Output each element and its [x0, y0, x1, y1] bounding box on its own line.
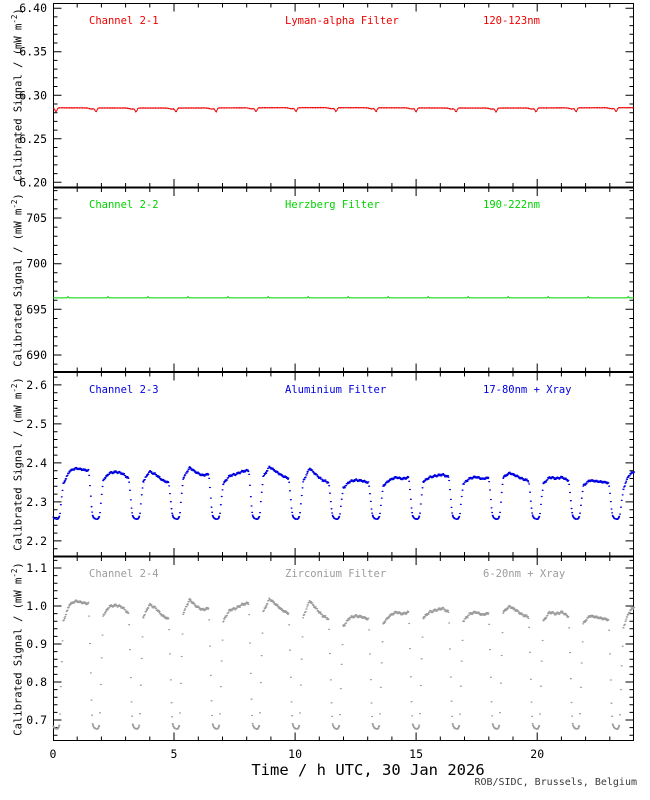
panel4-filter-label: Zirconium Filter: [285, 568, 387, 580]
panel1-frame: [53, 3, 634, 188]
channel-2-4-series: [52, 597, 636, 730]
y-tick-label: 705: [26, 211, 47, 225]
panel4-y-axis-title: Calibrated Signal / (mW m-2): [9, 562, 25, 736]
y-tick-label: 2.2: [26, 534, 47, 548]
x-tick-label: 15: [409, 747, 423, 761]
x-tick-label: 0: [50, 747, 57, 761]
y-tick-label: 2.6: [26, 378, 47, 392]
y-tick-label: 700: [26, 257, 47, 271]
panel3-filter-label: Aluminium Filter: [285, 384, 387, 396]
panel4-ticks: [53, 557, 634, 741]
x-tick-label: 20: [530, 747, 544, 761]
panel1-y-axis-title: Calibrated Signal / (mW m-2): [9, 8, 25, 182]
panel1-band-label: 120-123nm: [483, 15, 540, 27]
panel3-frame: [53, 372, 634, 557]
panel4-band-label: 6-20nm + Xray: [483, 568, 566, 580]
panel1-filter-label: Lyman-alpha Filter: [285, 15, 399, 27]
y-tick-label: 1.1: [26, 561, 47, 575]
credit-text: ROB/SIDC, Brussels, Belgium: [474, 777, 637, 788]
y-tick-label: 6.20: [19, 175, 47, 189]
y-tick-label: 0.7: [26, 713, 47, 727]
y-tick-label: 6.35: [19, 45, 47, 59]
panel2-frame: [53, 187, 634, 372]
panel2-y-axis-title: Calibrated Signal / (mW m-2): [9, 193, 25, 367]
panel3-ticks: [53, 372, 634, 556]
x-tick-label: 5: [171, 747, 178, 761]
panel1-ticks: [53, 3, 634, 187]
x-tick-label: 10: [288, 747, 302, 761]
channel-2-1-series: [52, 106, 634, 114]
y-tick-label: 2.3: [26, 495, 47, 509]
y-tick-label: 6.25: [19, 132, 47, 146]
y-tick-label: 0.9: [26, 637, 47, 651]
y-tick-label: 1.0: [26, 599, 47, 613]
y-tick-label: 690: [26, 348, 47, 362]
y-tick-label: 6.30: [19, 88, 47, 102]
y-tick-label: 6.40: [19, 1, 47, 15]
panel2-filter-label: Herzberg Filter: [285, 199, 380, 211]
panel4-frame: [53, 556, 634, 741]
panel2-ticks: [53, 188, 634, 372]
panel3-channel-label: Channel 2-3: [89, 384, 159, 396]
panel1-channel-label: Channel 2-1: [89, 15, 159, 27]
y-tick-label: 0.8: [26, 675, 47, 689]
channel-2-2-series: [53, 295, 634, 299]
panel2-channel-label: Channel 2-2: [89, 199, 159, 211]
panel4-channel-label: Channel 2-4: [89, 568, 159, 580]
panel2-band-label: 190-222nm: [483, 199, 540, 211]
y-tick-label: 2.4: [26, 456, 47, 470]
panel3-band-label: 17-80nm + Xray: [483, 384, 572, 396]
panel3-y-axis-title: Calibrated Signal / (mW m-2): [9, 377, 25, 551]
y-tick-label: 2.5: [26, 417, 47, 431]
x-axis-title: Time / h UTC, 30 Jan 2026: [251, 761, 485, 779]
y-tick-label: 695: [26, 302, 47, 316]
channel-2-3-series: [52, 465, 636, 521]
